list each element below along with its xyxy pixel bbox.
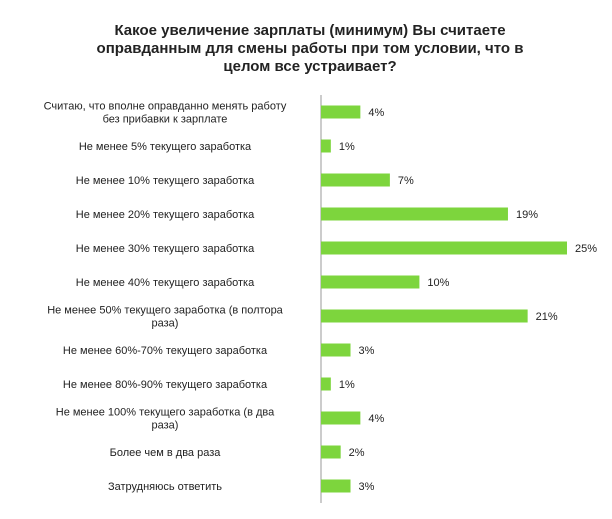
category-label: Не менее 10% текущего заработка: [76, 175, 255, 187]
bar: [321, 377, 331, 391]
bar: [321, 241, 567, 255]
category-label: Не менее 30% текущего заработка: [76, 243, 255, 255]
value-label: 25%: [575, 243, 597, 255]
bar: [321, 445, 341, 459]
bar: [321, 309, 528, 323]
bar: [321, 139, 331, 153]
value-label: 4%: [368, 107, 384, 119]
bars-group: 4% Считаю, что вполне оправданно менять р…: [44, 101, 598, 494]
bar: [321, 173, 390, 187]
value-label: 4%: [368, 413, 384, 425]
chart-title-line-1: Какое увеличение зарплаты (минимум) Вы с…: [114, 22, 506, 39]
value-label: 1%: [339, 379, 355, 391]
value-label: 3%: [359, 345, 375, 357]
value-label: 10%: [427, 277, 449, 289]
value-label: 19%: [516, 209, 538, 221]
bar: [321, 207, 508, 221]
value-label: 3%: [359, 481, 375, 493]
category-label: Более чем в два раза: [110, 447, 222, 459]
category-label: Считаю, что вполне оправданно менять раб…: [44, 101, 287, 126]
value-label: 1%: [339, 141, 355, 153]
category-label: Не менее 5% текущего заработка: [79, 141, 252, 153]
category-label: Не менее 40% текущего заработка: [76, 277, 255, 289]
bar: [321, 275, 420, 289]
value-label: 21%: [536, 311, 558, 323]
chart-title-line-3: целом все устраивает?: [223, 58, 397, 75]
category-label: Затрудняюсь ответить: [108, 481, 222, 493]
value-label: 2%: [349, 447, 365, 459]
value-label: 7%: [398, 175, 414, 187]
category-label: Не менее 80%-90% текущего заработка: [63, 379, 268, 391]
chart-title-line-2: оправданным для смены работы при том усл…: [96, 40, 524, 57]
category-label: Не менее 50% текущего заработка (в полто…: [47, 305, 283, 330]
category-label: Не менее 100% текущего заработка (в два р…: [56, 407, 275, 432]
bar: [321, 411, 361, 425]
category-label: Не менее 20% текущего заработка: [76, 209, 255, 221]
bar: [321, 105, 361, 119]
chart-title: Какое увеличение зарплаты (минимум) Вы с…: [60, 22, 560, 76]
bar: [321, 479, 351, 493]
bar: [321, 343, 351, 357]
category-label: Не менее 60%-70% текущего заработка: [63, 345, 268, 357]
